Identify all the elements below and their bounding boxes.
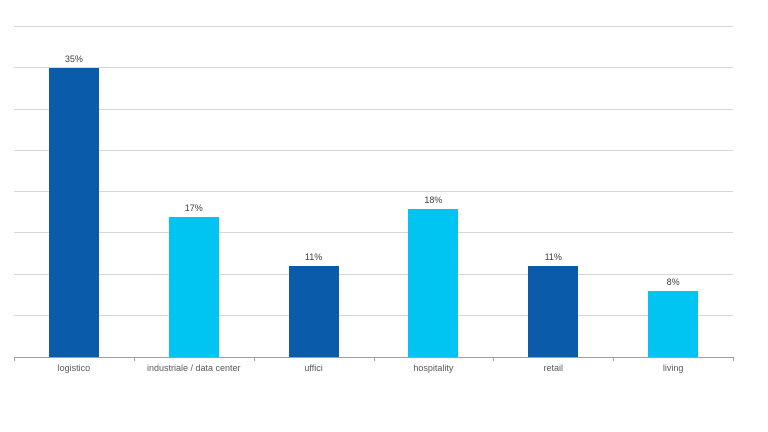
gridline bbox=[14, 232, 733, 234]
x-axis-tick bbox=[133, 357, 135, 361]
x-axis-tick bbox=[253, 357, 255, 361]
category-label: hospitality bbox=[413, 363, 454, 373]
category-label: logistico bbox=[57, 363, 91, 373]
category-label: retail bbox=[543, 363, 564, 373]
plot-area: 35% logistico 17% industriale / data center… bbox=[14, 26, 734, 373]
value-label: 35% bbox=[64, 54, 83, 65]
bar-logistico bbox=[48, 68, 99, 357]
gridline bbox=[14, 314, 733, 316]
x-axis-tick bbox=[373, 357, 375, 361]
gridline bbox=[14, 273, 733, 275]
bar-living bbox=[648, 291, 699, 357]
gridline bbox=[14, 191, 733, 192]
x-axis-tick bbox=[613, 357, 615, 361]
category-label: living bbox=[662, 363, 684, 373]
bar-industriale-data-center bbox=[168, 216, 219, 357]
bar-uffici bbox=[288, 266, 339, 357]
bar-hospitality bbox=[408, 208, 459, 357]
value-label: 11% bbox=[544, 252, 562, 263]
bar-retail bbox=[528, 266, 579, 357]
x-axis-tick bbox=[14, 357, 15, 361]
category-label: industriale / data center bbox=[146, 363, 241, 373]
x-axis-tick bbox=[493, 357, 495, 361]
x-axis-tick bbox=[733, 357, 734, 361]
value-label: 11% bbox=[304, 252, 323, 263]
gridline bbox=[14, 108, 733, 110]
gridline bbox=[14, 26, 733, 27]
gridline bbox=[14, 67, 733, 69]
value-label: 18% bbox=[424, 194, 443, 205]
category-label: uffici bbox=[304, 363, 323, 373]
gridline bbox=[14, 149, 733, 151]
value-label: 17% bbox=[184, 202, 203, 213]
value-label: 8% bbox=[666, 277, 680, 287]
